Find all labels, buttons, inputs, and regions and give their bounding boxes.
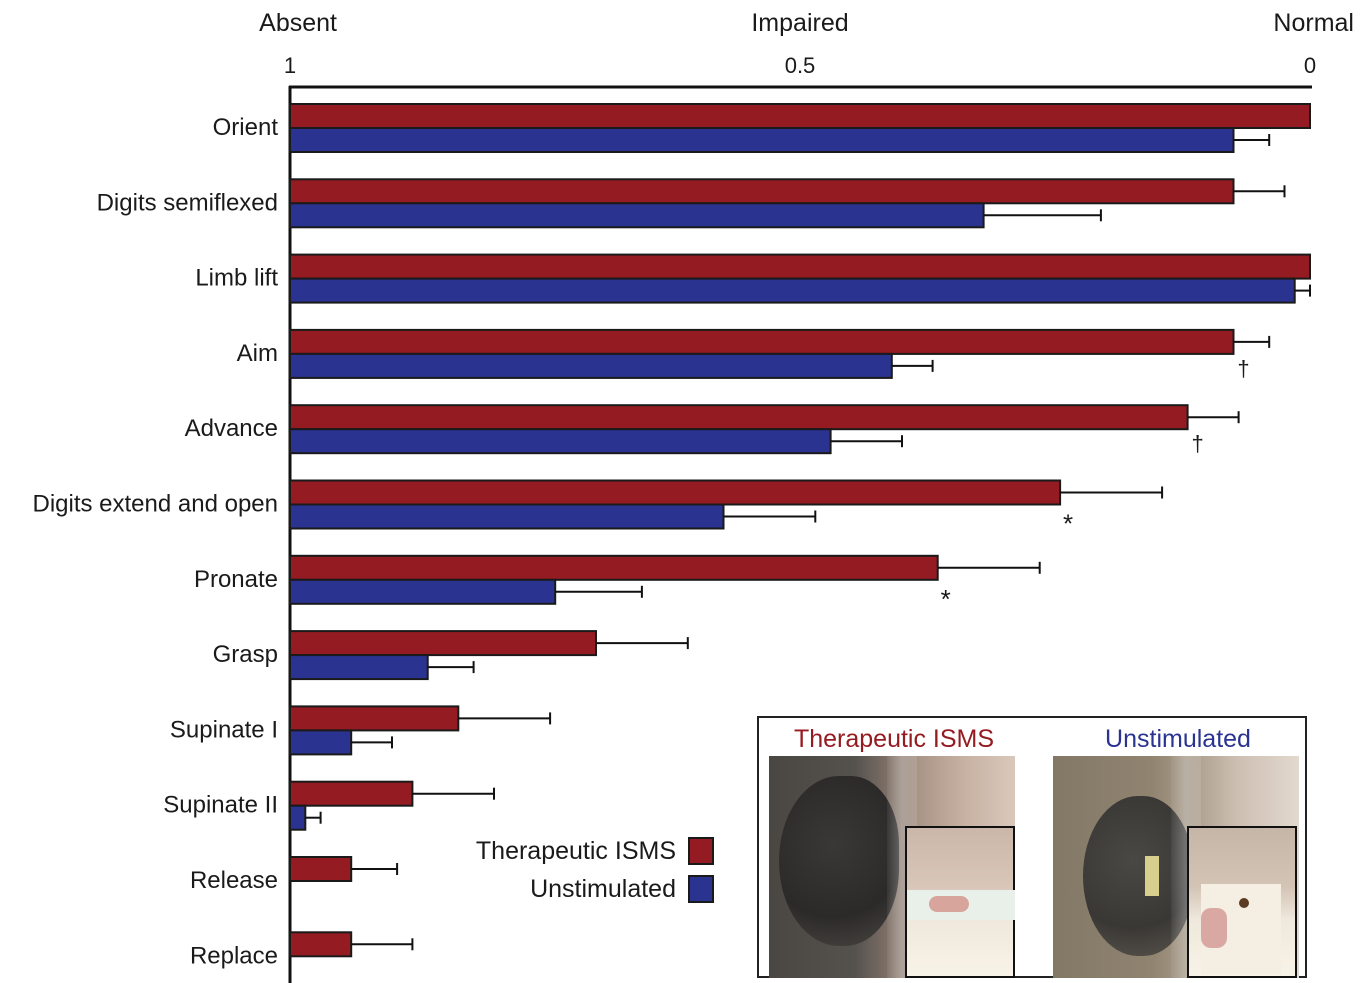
bar-therapeutic-isms — [289, 931, 353, 958]
bar-unstimulated — [289, 503, 725, 530]
axis-category-label-normal: Normal — [1273, 9, 1354, 37]
significance-marker: * — [1063, 509, 1073, 539]
inset-panel-isms: Therapeutic ISMS — [769, 718, 1019, 978]
significance-marker: † — [1191, 431, 1203, 456]
zoom-box-isms — [905, 826, 1015, 978]
category-label: Limb lift — [195, 265, 278, 292]
bar-therapeutic-isms — [289, 856, 353, 882]
bar-therapeutic-isms — [289, 253, 1311, 280]
bar-unstimulated — [289, 277, 1296, 304]
legend-label: Therapeutic ISMS — [476, 837, 676, 865]
bar-unstimulated — [289, 202, 985, 229]
significance-marker: * — [941, 584, 951, 614]
bar-therapeutic-isms — [289, 630, 597, 657]
axis-category-label-absent: Absent — [259, 9, 337, 37]
category-label: Digits extend and open — [32, 491, 278, 518]
bar-therapeutic-isms — [289, 328, 1235, 355]
axis-category-label-impaired: Impaired — [751, 9, 848, 37]
inset-label-isms: Therapeutic ISMS — [793, 725, 995, 753]
bar-therapeutic-isms — [289, 404, 1189, 431]
bar-unstimulated — [289, 578, 557, 605]
category-label: Pronate — [194, 566, 278, 593]
category-label: Replace — [190, 942, 278, 969]
inset-photo-panel: Therapeutic ISMS Unstimulated — [757, 716, 1307, 978]
x-tick-label: 0 — [1304, 53, 1316, 78]
category-label: Advance — [185, 415, 278, 442]
bar-unstimulated — [289, 804, 307, 831]
category-label: Supinate I — [170, 716, 278, 743]
category-label: Orient — [213, 114, 279, 141]
bar-therapeutic-isms — [289, 103, 1311, 129]
bar-therapeutic-isms — [289, 705, 460, 732]
inset-label-unstimulated: Unstimulated — [1105, 725, 1251, 753]
category-label: Supinate II — [163, 792, 278, 819]
x-tick-label: 1 — [284, 53, 296, 78]
rat-reaching-photo-isms — [769, 756, 1015, 978]
legend-label: Unstimulated — [530, 875, 676, 903]
bar-therapeutic-isms — [289, 780, 414, 807]
bar-unstimulated — [289, 352, 893, 379]
bar-unstimulated — [289, 654, 429, 681]
bar-therapeutic-isms — [289, 178, 1235, 205]
bar-therapeutic-isms — [289, 479, 1062, 506]
category-label: Grasp — [213, 641, 278, 668]
inset-panel-unstimulated: Unstimulated — [1053, 718, 1303, 978]
x-tick-label: 0.5 — [785, 53, 816, 78]
legend-swatch — [688, 837, 714, 865]
category-label: Aim — [237, 340, 278, 367]
legend-swatch — [688, 875, 714, 903]
bar-therapeutic-isms — [289, 554, 939, 581]
rat-reaching-photo-unstimulated — [1053, 756, 1299, 978]
bar-unstimulated — [289, 729, 353, 756]
zoom-box-unstimulated — [1187, 826, 1297, 978]
bar-unstimulated — [289, 127, 1235, 153]
category-label: Release — [190, 867, 278, 894]
category-label: Digits semiflexed — [97, 189, 278, 216]
bar-unstimulated — [289, 428, 832, 455]
significance-marker: † — [1237, 356, 1249, 381]
